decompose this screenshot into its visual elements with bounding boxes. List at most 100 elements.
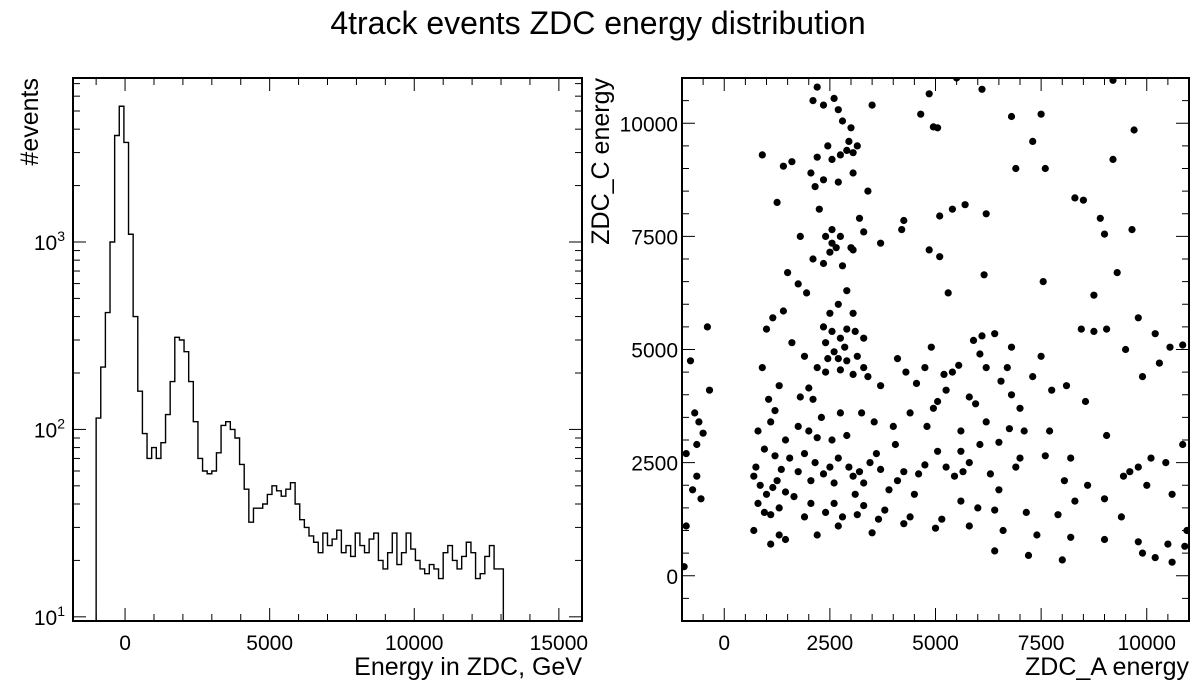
scatter-point: [1007, 391, 1016, 399]
scatter-point: [1179, 341, 1187, 349]
scatter-point: [849, 246, 857, 254]
scatter-point: [1103, 431, 1111, 440]
scatter-point: [921, 364, 929, 372]
scatter-point: [838, 262, 847, 270]
scatter-point: [906, 409, 914, 417]
scatter-point: [758, 151, 766, 159]
scatter-point: [836, 409, 845, 417]
scatter-axes-frame: [681, 77, 1190, 622]
scatter-point: [1109, 155, 1117, 163]
scatter-point: [828, 155, 836, 163]
scatter-point: [750, 472, 758, 480]
scatter-point: [864, 187, 872, 195]
scatter-point: [830, 499, 838, 507]
scatter-point: [762, 490, 771, 498]
scatter-point: [936, 253, 944, 261]
scatter-point: [1109, 78, 1117, 84]
scatter-point: [927, 343, 935, 351]
scatter-point: [860, 228, 868, 236]
scatter-point: [822, 368, 830, 376]
figure-title: 4track events ZDC energy distribution: [330, 5, 866, 41]
scatter-point: [957, 427, 965, 435]
scatter-point: [813, 531, 821, 539]
scatter-point: [938, 515, 946, 523]
x-tick-label: 5000: [246, 632, 293, 655]
scatter-point: [1041, 452, 1049, 460]
scatter-point: [828, 226, 836, 234]
scatter-point: [1054, 511, 1062, 519]
x-tick-label: 10000: [1118, 632, 1176, 655]
scatter-point: [809, 255, 817, 263]
y-tick-label-base: 10: [34, 607, 57, 630]
scatter-point: [1103, 325, 1111, 333]
scatter-point: [1122, 345, 1130, 354]
y-tick-label: 0: [666, 566, 678, 589]
scatter-point: [828, 239, 836, 247]
scatter-point: [803, 289, 811, 297]
scatter-point: [800, 513, 809, 521]
scatter-point: [1162, 459, 1170, 467]
scatter-point: [944, 289, 952, 297]
scatter-point: [769, 483, 777, 492]
scatter-point: [813, 434, 821, 442]
scatter-point: [1007, 112, 1016, 121]
x-tick-label: 15000: [530, 632, 588, 655]
y-tick-label-base: 10: [34, 232, 57, 255]
scatter-point: [781, 535, 790, 544]
scatter-point: [838, 117, 847, 125]
scatter-point: [860, 502, 868, 510]
scatter-point: [991, 506, 999, 514]
scatter-point: [796, 232, 804, 240]
scatter-point: [851, 490, 859, 498]
scatter-point: [991, 547, 999, 555]
scatter-point: [934, 397, 942, 406]
scatter-point: [900, 216, 908, 225]
histogram-step-line: [95, 105, 505, 621]
scatter-point: [771, 452, 779, 460]
scatter-point: [775, 382, 783, 390]
scatter-point: [972, 400, 980, 408]
scatter-point: [1138, 373, 1147, 381]
x-tick-label: 0: [718, 632, 730, 655]
scatter-point: [767, 511, 775, 519]
scatter-point: [891, 440, 900, 449]
scatter-point: [1067, 454, 1075, 462]
scatter-point: [1062, 382, 1071, 390]
scatter-point: [824, 142, 832, 150]
scatter-point: [1039, 278, 1047, 286]
scatter-point: [1060, 477, 1068, 485]
scatter-point: [1024, 551, 1033, 560]
scatter-point: [682, 450, 690, 458]
scatter-point: [699, 429, 707, 437]
scatter-point: [982, 418, 990, 426]
scatter-point: [830, 94, 838, 102]
scatter-point: [978, 332, 986, 340]
scatter-point: [900, 520, 908, 528]
scatter-point: [805, 384, 813, 392]
scatter-plot: 0 2500 5000 7500 10000025005000750010000ZDC_…: [587, 77, 1190, 681]
scatter-point: [881, 506, 889, 514]
scatter-point: [828, 327, 836, 335]
scatter-point: [893, 477, 902, 485]
scatter-point: [1155, 359, 1163, 367]
scatter-point: [860, 364, 868, 372]
scatter-point: [693, 472, 701, 480]
scatter-point: [986, 470, 995, 478]
scatter-point: [781, 488, 790, 496]
scatter-point: [819, 323, 828, 331]
scatter-point: [779, 307, 788, 315]
scatter-point: [819, 176, 828, 184]
scatter-point: [754, 427, 762, 435]
scatter-point: [691, 409, 699, 417]
scatter-point: [929, 404, 938, 412]
scatter-point: [855, 468, 864, 476]
scatter-point: [957, 497, 965, 505]
scatter-point: [1012, 164, 1020, 173]
scatter-point: [942, 386, 950, 394]
scatter-point: [777, 465, 785, 473]
scatter-point: [849, 169, 857, 177]
scatter-point: [965, 393, 973, 401]
scatter-point: [781, 436, 790, 444]
scatter-point: [800, 352, 809, 360]
